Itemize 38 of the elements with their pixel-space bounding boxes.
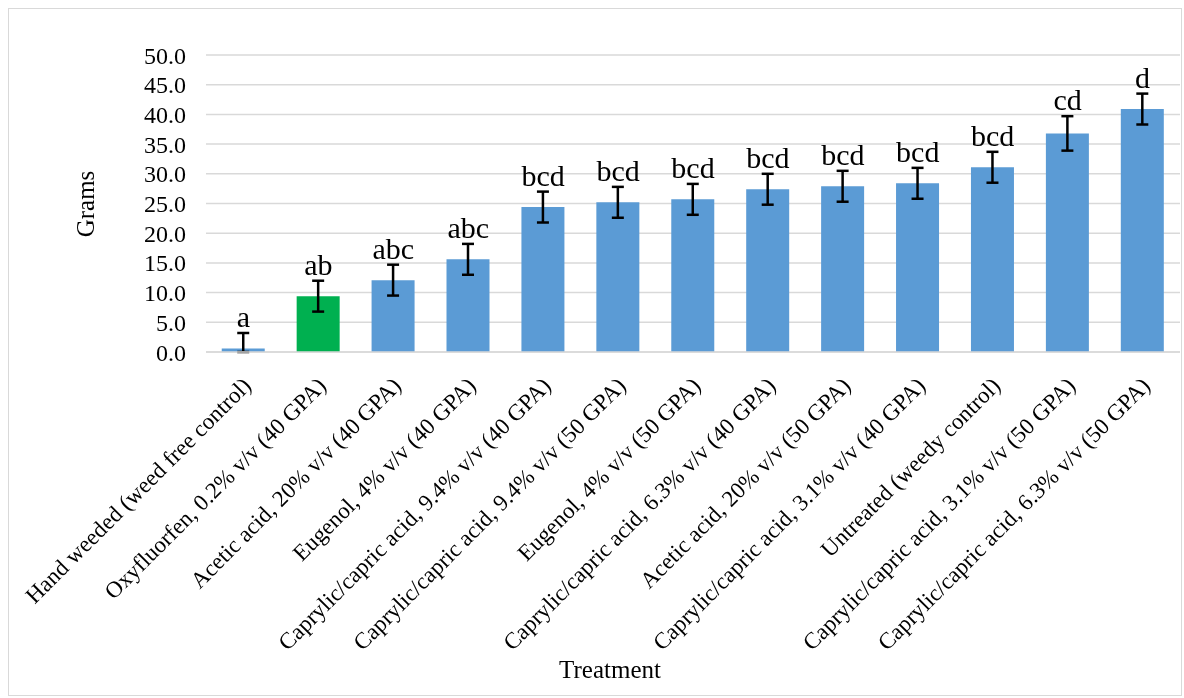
data-label: bcd (896, 134, 940, 168)
bar (746, 189, 790, 352)
y-tick-label: 35.0 (144, 131, 186, 158)
y-tick-label: 15.0 (144, 250, 186, 277)
data-label: bcd (671, 150, 715, 184)
y-tick-label: 40.0 (144, 101, 186, 128)
y-tick-label: 0.0 (156, 339, 186, 366)
y-tick-label: 10.0 (144, 280, 186, 307)
y-axis-title: Grams (72, 170, 99, 238)
bar (970, 167, 1014, 352)
y-tick-label: 5.0 (156, 309, 186, 336)
bar (1045, 133, 1089, 352)
y-tick-label: 45.0 (144, 72, 186, 99)
data-label: bcd (521, 158, 565, 192)
y-tick-label: 30.0 (144, 161, 186, 188)
y-tick-label: 25.0 (144, 191, 186, 218)
bar (521, 207, 565, 352)
data-label: bcd (746, 140, 790, 174)
data-label: bcd (971, 118, 1015, 152)
data-label: d (1135, 60, 1151, 94)
data-label: ab (304, 247, 333, 281)
bar (1120, 109, 1164, 352)
x-axis-title: Treatment (559, 656, 661, 683)
data-label: cd (1053, 83, 1082, 117)
data-label: abc (372, 231, 415, 265)
data-label: abc (447, 210, 490, 244)
data-label: bcd (596, 153, 640, 187)
bar (446, 259, 490, 352)
y-tick-label: 50.0 (144, 42, 186, 69)
bar (671, 199, 715, 352)
bar (896, 183, 940, 352)
bar (596, 202, 640, 352)
bar (296, 296, 340, 352)
data-label: a (236, 299, 251, 333)
bar (821, 186, 865, 352)
data-label: bcd (821, 137, 865, 171)
bar (371, 280, 415, 352)
y-tick-label: 20.0 (144, 220, 186, 247)
